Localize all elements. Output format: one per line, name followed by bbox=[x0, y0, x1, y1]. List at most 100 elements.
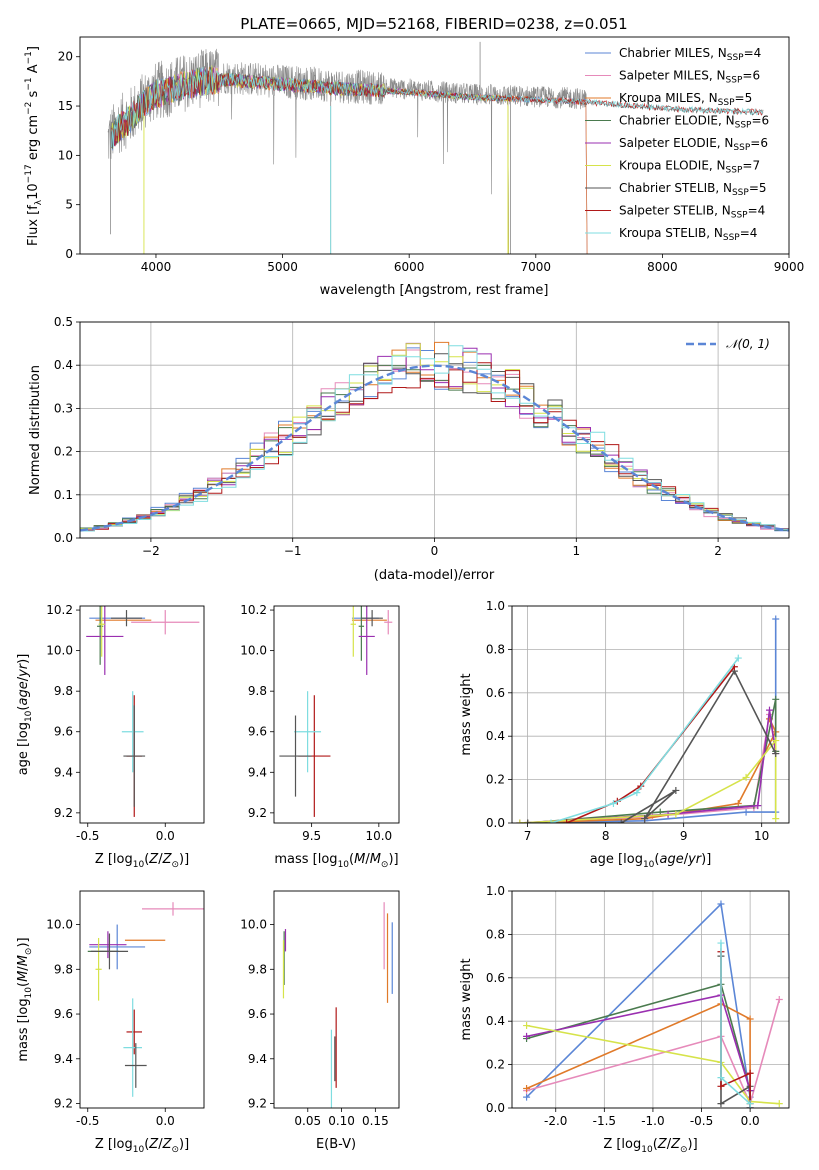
histogram-salpeter-stelib bbox=[80, 362, 789, 538]
mass-vs-z-xlabel: Z [log10(Z/Z⊙)] bbox=[95, 1137, 189, 1155]
mass-vs-z-ylabel-part: / bbox=[16, 966, 31, 971]
residual-hist-ylabel: Normed distribution bbox=[28, 365, 43, 495]
series-marker-salpeter-stelib bbox=[563, 819, 571, 823]
age-vs-z-ytick-label: 9.4 bbox=[54, 765, 73, 779]
legend-label-value: =6 bbox=[750, 136, 768, 150]
series-marker-kroupa-elodie bbox=[772, 737, 780, 745]
age-vs-mass-ytick-label: 10.2 bbox=[240, 603, 267, 617]
series-marker-kroupa-stelib bbox=[717, 1074, 725, 1082]
series-marker-chabrier-stelib bbox=[617, 819, 625, 823]
age-vs-mass-xtick-label: 9.5 bbox=[302, 829, 321, 843]
mass-vs-ebv-frame bbox=[273, 890, 400, 1109]
legend-label-sub: SSP bbox=[731, 211, 748, 221]
mass-weight-vs-age-ytick-label: 0.4 bbox=[486, 729, 505, 743]
age-vs-mass-frame bbox=[273, 605, 400, 824]
mass-weight-vs-z-xlabel-part: )] bbox=[688, 1137, 698, 1152]
age-vs-z-ytick-label: 9.2 bbox=[54, 806, 73, 820]
age-vs-mass-xlabel-part: M bbox=[370, 852, 381, 867]
mass-vs-ebv-ytick-label: 9.4 bbox=[248, 1052, 267, 1066]
series-marker-kroupa-miles bbox=[523, 1084, 531, 1092]
legend-label-chabrier-elodie: Chabrier ELODIE, NSSP=6 bbox=[619, 114, 769, 131]
spectrum-ytick-label: 5 bbox=[65, 198, 73, 212]
age-vs-z-xlabel-part: ( bbox=[144, 852, 149, 867]
mass-weight-vs-z-ytick-label: 1.0 bbox=[486, 884, 505, 898]
mass-vs-z-frame bbox=[79, 890, 205, 1109]
mass-weight-vs-z-xlabel: Z [log10(Z/Z⊙)] bbox=[603, 1137, 697, 1155]
series-line-salpeter-elodie bbox=[526, 994, 751, 1108]
mass-weight-vs-age-xlabel-part: )] bbox=[701, 852, 711, 867]
age-vs-z-xlabel: Z [log10(Z/Z⊙)] bbox=[95, 852, 189, 870]
mass-vs-z-xlabel-part: ( bbox=[144, 1137, 149, 1152]
spectrum-ylabel-part: A bbox=[26, 64, 41, 77]
residual-hist-ytick-label: 0.1 bbox=[54, 488, 73, 502]
model-spectrum-kroupa-stelib bbox=[111, 66, 764, 148]
legend-label-main: Salpeter MILES, N bbox=[619, 69, 726, 83]
legend-label-gaussian: 𝒩(0, 1) bbox=[726, 337, 770, 351]
mass-weight-vs-age-ytick-label: 1.0 bbox=[486, 599, 505, 613]
age-vs-z-ylabel-part: / bbox=[16, 676, 31, 681]
age-vs-mass-xlabel-part: 10 bbox=[338, 860, 350, 870]
spectrum-ytick-label: 20 bbox=[58, 50, 73, 64]
mass-vs-z-xtick-label: -0.5 bbox=[76, 1114, 99, 1128]
spectrum-xtick-label: 6000 bbox=[394, 260, 425, 274]
residual-hist-xtick-label: 1 bbox=[572, 544, 580, 558]
mass-weight-vs-z-ytick-label: 0.0 bbox=[486, 1101, 505, 1115]
spectrum-ytick-label: 15 bbox=[58, 99, 73, 113]
series-marker-salpeter-elodie bbox=[765, 706, 773, 714]
legend-label-value: =4 bbox=[744, 46, 762, 60]
series-marker-chabrier-miles bbox=[523, 1093, 531, 1101]
age-vs-mass-xlabel-part: )] bbox=[388, 852, 398, 867]
age-vs-z-ylabel-part: age bbox=[16, 681, 31, 705]
residual-hist-ytick-label: 0.4 bbox=[54, 358, 73, 372]
age-vs-z-xlabel-part: Z bbox=[148, 852, 159, 867]
legend-label-kroupa-miles: Kroupa MILES, NSSP=5 bbox=[619, 91, 752, 108]
age-vs-mass-ytick-label: 9.4 bbox=[248, 765, 267, 779]
spectrum-ylabel-part: ] bbox=[26, 46, 41, 51]
spectrum-ylabel-part: −17 bbox=[24, 164, 34, 183]
mass-weight-vs-age-frame bbox=[511, 605, 790, 824]
mass-vs-z-ytick-label: 10.0 bbox=[46, 918, 73, 932]
series-marker-salpeter-stelib bbox=[746, 1069, 754, 1077]
series-marker-chabrier-miles bbox=[717, 900, 725, 908]
mass-weight-vs-age-xtick-label: 7 bbox=[524, 829, 532, 843]
mass-vs-z-plot-area bbox=[87, 902, 204, 1097]
mass-weight-vs-z-plot-area bbox=[523, 900, 783, 1108]
series-marker-chabrier-miles bbox=[742, 808, 750, 816]
mass-vs-z-ylabel-part: M bbox=[16, 971, 31, 982]
mass-weight-vs-age-xlabel-part: ( bbox=[654, 852, 659, 867]
spectrum-ytick-label: 0 bbox=[65, 247, 73, 261]
mass-weight-vs-z-ytick-label: 0.8 bbox=[486, 927, 505, 941]
mass-weight-vs-age-xlabel-part: 10 bbox=[643, 860, 655, 870]
mass-vs-ebv-ytick-label: 9.2 bbox=[248, 1097, 267, 1111]
mass-weight-vs-z-xlabel-part: Z bbox=[670, 1137, 681, 1152]
legend-label-chabrier-stelib: Chabrier STELIB, NSSP=5 bbox=[619, 181, 767, 198]
mass-vs-z-ytick-label: 9.6 bbox=[54, 1007, 73, 1021]
spectrum-plot-area bbox=[107, 41, 764, 254]
legend-label-main: Salpeter STELIB, N bbox=[619, 204, 731, 218]
series-marker-kroupa-stelib bbox=[717, 939, 725, 947]
age-vs-z-xlabel-part: Z bbox=[162, 852, 173, 867]
mass-vs-z-xlabel-part: )] bbox=[179, 1137, 189, 1152]
mass-vs-ebv-xtick-label: 0.10 bbox=[328, 1114, 355, 1128]
legend-label-main: Kroupa MILES, N bbox=[619, 91, 718, 105]
mass-vs-ebv-ytick-label: 9.6 bbox=[248, 1007, 267, 1021]
mass-weight-vs-z-xtick-label: -0.5 bbox=[690, 1114, 713, 1128]
series-marker-kroupa-stelib bbox=[633, 789, 641, 797]
series-marker-salpeter-stelib bbox=[717, 1082, 725, 1090]
figure-title: PLATE=0665, MJD=52168, FIBERID=0238, z=0… bbox=[240, 15, 627, 33]
series-marker-chabrier-stelib bbox=[717, 1100, 725, 1108]
legend-label-sub: SSP bbox=[723, 233, 740, 243]
mass-weight-vs-z-ylabel: mass weight bbox=[459, 958, 474, 1040]
age-vs-z-xlabel-part: 10 bbox=[133, 860, 145, 870]
series-marker-kroupa-stelib bbox=[746, 1104, 754, 1108]
series-line-kroupa-stelib bbox=[550, 657, 739, 823]
mass-weight-vs-age-ytick-label: 0.6 bbox=[486, 686, 505, 700]
spectrum-ylabel-part: −1 bbox=[24, 77, 34, 90]
series-marker-chabrier-elodie bbox=[772, 695, 780, 703]
mass-vs-ebv-xtick-label: 0.15 bbox=[362, 1114, 389, 1128]
legend-label-value: =7 bbox=[742, 159, 760, 173]
mass-weight-vs-age-xtick-label: 10 bbox=[754, 829, 769, 843]
mass-weight-vs-age-xlabel-part: / bbox=[684, 852, 689, 867]
mass-weight-vs-z-xlabel-part: Z bbox=[657, 1137, 668, 1152]
age-vs-mass-ytick-label: 9.2 bbox=[248, 806, 267, 820]
